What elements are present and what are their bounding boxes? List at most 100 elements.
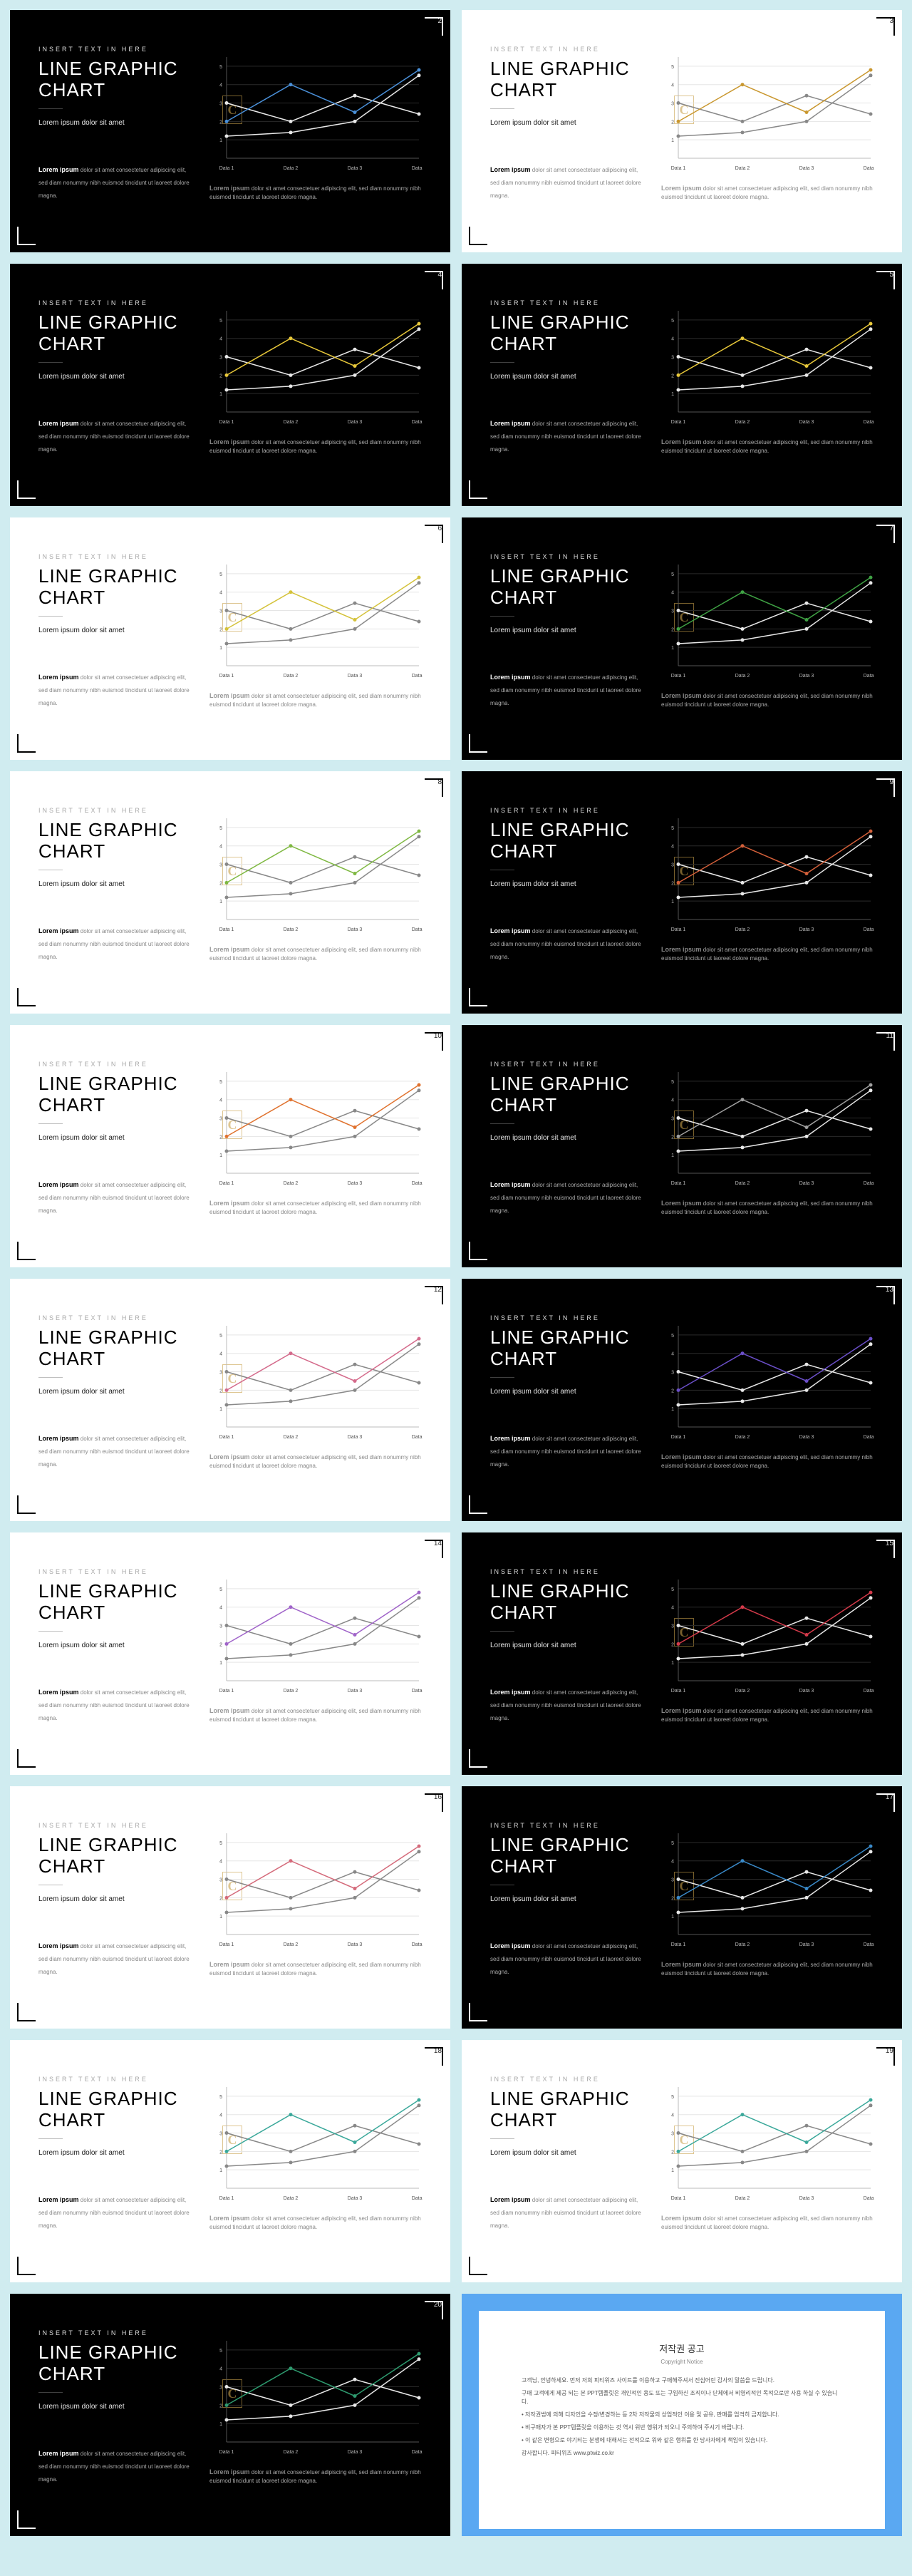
page-number: 20 bbox=[434, 2301, 442, 2309]
chart-area: 12345 Data 1Data 2Data 3Data 4 Lorem ips… bbox=[209, 53, 423, 202]
svg-text:Data 1: Data 1 bbox=[219, 1942, 234, 1947]
slide-10: 10 INSERT TEXT IN HERE LINE GRAPHIC CHAR… bbox=[10, 1025, 450, 1267]
title-rule bbox=[38, 2138, 63, 2139]
subtitle: Lorem ipsum dolor sit amet bbox=[38, 1134, 195, 1142]
svg-text:4: 4 bbox=[671, 845, 674, 850]
slide-title: LINE GRAPHIC CHART bbox=[490, 1835, 647, 1877]
slide-title: LINE GRAPHIC CHART bbox=[490, 566, 647, 609]
svg-text:Data 4: Data 4 bbox=[412, 1435, 423, 1440]
svg-text:Data 1: Data 1 bbox=[219, 2196, 234, 2201]
svg-text:1: 1 bbox=[219, 2422, 222, 2427]
subtitle: Lorem ipsum dolor sit amet bbox=[490, 373, 647, 381]
chart-footnote: Lorem ipsum dolor sit amet consectetuer … bbox=[661, 1706, 875, 1724]
slide-title: LINE GRAPHIC CHART bbox=[490, 820, 647, 862]
svg-text:2: 2 bbox=[671, 1642, 674, 1647]
svg-text:Data 2: Data 2 bbox=[284, 674, 299, 679]
subtitle: Lorem ipsum dolor sit amet bbox=[490, 1134, 647, 1142]
svg-text:3: 3 bbox=[671, 1371, 674, 1376]
page-number: 4 bbox=[437, 271, 442, 279]
svg-text:Data 3: Data 3 bbox=[799, 1435, 814, 1440]
title-rule bbox=[490, 616, 514, 617]
svg-text:Data 3: Data 3 bbox=[799, 927, 814, 932]
svg-text:Data 1: Data 1 bbox=[671, 674, 686, 679]
svg-text:5: 5 bbox=[219, 1841, 222, 1846]
slide-title: LINE GRAPHIC CHART bbox=[38, 58, 195, 101]
svg-text:4: 4 bbox=[219, 83, 222, 88]
svg-text:3: 3 bbox=[671, 609, 674, 614]
svg-text:Data 3: Data 3 bbox=[799, 2196, 814, 2201]
svg-text:5: 5 bbox=[671, 1587, 674, 1592]
svg-text:Data 2: Data 2 bbox=[735, 927, 750, 932]
svg-text:Data 1: Data 1 bbox=[219, 166, 234, 171]
copyright-line: • 저작권법에 의해 디자인을 수정/변경하는 등 2차 저작물의 상업적인 이… bbox=[522, 2411, 842, 2419]
description: Lorem ipsum dolor sit amet consectetuer … bbox=[38, 2193, 195, 2231]
title-rule bbox=[490, 1377, 514, 1378]
description: Lorem ipsum dolor sit amet consectetuer … bbox=[38, 1178, 195, 1216]
svg-text:3: 3 bbox=[671, 1878, 674, 1883]
slide-17: 17 INSERT TEXT IN HERE LINE GRAPHIC CHAR… bbox=[462, 1786, 902, 2029]
svg-text:2: 2 bbox=[219, 1642, 222, 1647]
corner-decoration-bl bbox=[17, 227, 36, 245]
svg-text:Data 1: Data 1 bbox=[671, 420, 686, 425]
overline: INSERT TEXT IN HERE bbox=[38, 807, 195, 814]
slide-2: 2 INSERT TEXT IN HERE LINE GRAPHIC CHART… bbox=[10, 10, 450, 252]
slide-title: LINE GRAPHIC CHART bbox=[38, 2088, 195, 2131]
svg-text:2: 2 bbox=[671, 2150, 674, 2155]
svg-text:2: 2 bbox=[219, 2150, 222, 2155]
svg-text:Data 2: Data 2 bbox=[284, 1689, 299, 1694]
svg-text:Data 4: Data 4 bbox=[864, 674, 875, 679]
title-rule bbox=[38, 1377, 63, 1378]
page-number: 8 bbox=[437, 778, 442, 786]
svg-text:1: 1 bbox=[219, 1915, 222, 1920]
text-column: INSERT TEXT IN HERE LINE GRAPHIC CHART L… bbox=[490, 1822, 647, 1977]
corner-decoration-bl bbox=[469, 2003, 487, 2021]
svg-text:Data 2: Data 2 bbox=[735, 1181, 750, 1186]
subtitle: Lorem ipsum dolor sit amet bbox=[490, 880, 647, 888]
subtitle: Lorem ipsum dolor sit amet bbox=[490, 1388, 647, 1396]
svg-text:4: 4 bbox=[219, 1860, 222, 1865]
svg-text:5: 5 bbox=[219, 1334, 222, 1339]
svg-text:Data 2: Data 2 bbox=[284, 927, 299, 932]
svg-text:Data 2: Data 2 bbox=[735, 1435, 750, 1440]
slide-6: 6 INSERT TEXT IN HERE LINE GRAPHIC CHART… bbox=[10, 517, 450, 760]
svg-text:2: 2 bbox=[671, 1896, 674, 1901]
description: Lorem ipsum dolor sit amet consectetuer … bbox=[490, 1939, 647, 1977]
chart-footnote: Lorem ipsum dolor sit amet consectetuer … bbox=[209, 2214, 423, 2232]
chart-area: 12345 Data 1Data 2Data 3Data 4 Lorem ips… bbox=[661, 53, 875, 202]
overline: INSERT TEXT IN HERE bbox=[490, 807, 647, 814]
subtitle: Lorem ipsum dolor sit amet bbox=[38, 880, 195, 888]
chart-footnote: Lorem ipsum dolor sit amet consectetuer … bbox=[661, 184, 875, 202]
svg-text:Data 3: Data 3 bbox=[799, 1181, 814, 1186]
chart-area: 12345 Data 1Data 2Data 3Data 4 Lorem ips… bbox=[209, 1829, 423, 1978]
svg-text:4: 4 bbox=[219, 1352, 222, 1357]
line-chart: 12345 Data 1Data 2Data 3Data 4 bbox=[661, 814, 875, 935]
svg-text:Data 2: Data 2 bbox=[284, 420, 299, 425]
chart-area: 12345 Data 1Data 2Data 3Data 4 Lorem ips… bbox=[661, 1575, 875, 1724]
text-column: INSERT TEXT IN HERE LINE GRAPHIC CHART L… bbox=[490, 2076, 647, 2231]
svg-text:Data 4: Data 4 bbox=[412, 420, 423, 425]
chart-footnote: Lorem ipsum dolor sit amet consectetuer … bbox=[209, 1706, 423, 1724]
title-rule bbox=[38, 108, 63, 109]
svg-text:Data 1: Data 1 bbox=[219, 1181, 234, 1186]
copyright-slide: 저작권 공고 Copyright Notice 고객님, 안녕하세요. 먼저 저… bbox=[462, 2294, 902, 2536]
description: Lorem ipsum dolor sit amet consectetuer … bbox=[490, 1178, 647, 1216]
svg-text:Data 3: Data 3 bbox=[348, 674, 363, 679]
svg-text:Data 2: Data 2 bbox=[735, 1689, 750, 1694]
svg-text:1: 1 bbox=[219, 646, 222, 651]
text-column: INSERT TEXT IN HERE LINE GRAPHIC CHART L… bbox=[38, 299, 195, 455]
subtitle: Lorem ipsum dolor sit amet bbox=[490, 627, 647, 634]
svg-text:4: 4 bbox=[671, 1860, 674, 1865]
svg-text:Data 1: Data 1 bbox=[219, 1435, 234, 1440]
line-chart: 12345 Data 1Data 2Data 3Data 4 bbox=[209, 53, 423, 174]
svg-text:1: 1 bbox=[671, 1661, 674, 1666]
line-chart: 12345 Data 1Data 2Data 3Data 4 bbox=[209, 1829, 423, 1950]
description: Lorem ipsum dolor sit amet consectetuer … bbox=[38, 1685, 195, 1724]
text-column: INSERT TEXT IN HERE LINE GRAPHIC CHART L… bbox=[38, 553, 195, 709]
copyright-line: • 이 같은 변형으로 야기되는 분쟁에 대해서는 전적으로 위와 같은 행위를… bbox=[522, 2436, 842, 2445]
slide-5: 5 INSERT TEXT IN HERE LINE GRAPHIC CHART… bbox=[462, 264, 902, 506]
description: Lorem ipsum dolor sit amet consectetuer … bbox=[490, 163, 647, 201]
subtitle: Lorem ipsum dolor sit amet bbox=[490, 1642, 647, 1649]
chart-footnote: Lorem ipsum dolor sit amet consectetuer … bbox=[209, 1960, 423, 1978]
chart-footnote: Lorem ipsum dolor sit amet consectetuer … bbox=[209, 945, 423, 963]
svg-text:Data 1: Data 1 bbox=[219, 927, 234, 932]
